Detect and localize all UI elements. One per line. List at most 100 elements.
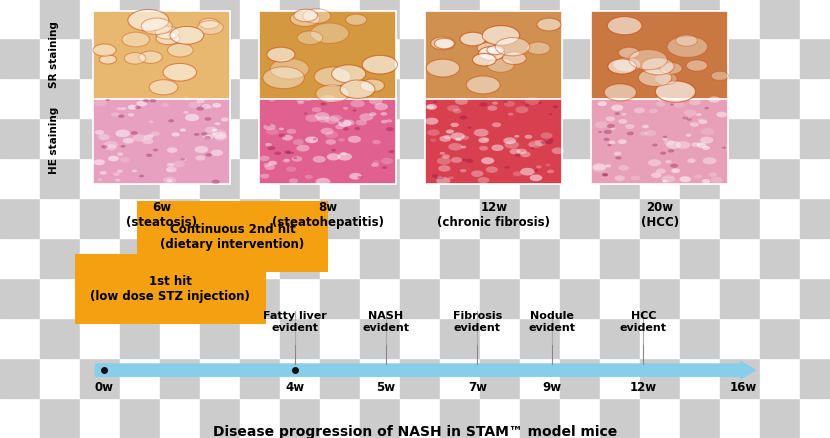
Bar — [80, 318, 120, 358]
Circle shape — [297, 101, 305, 104]
Circle shape — [540, 141, 548, 144]
Circle shape — [642, 58, 674, 75]
Bar — [200, 238, 240, 278]
Circle shape — [534, 169, 539, 172]
Circle shape — [122, 32, 149, 47]
Circle shape — [172, 132, 179, 137]
Bar — [160, 278, 200, 318]
Bar — [800, 318, 830, 358]
Bar — [160, 198, 200, 238]
Circle shape — [487, 46, 505, 55]
Bar — [520, 38, 560, 78]
Bar — [40, 278, 80, 318]
Bar — [640, 38, 680, 78]
Circle shape — [279, 127, 284, 130]
Circle shape — [701, 128, 715, 135]
Bar — [440, 278, 480, 318]
Bar — [680, 0, 720, 38]
Bar — [680, 398, 720, 438]
Bar — [720, 358, 760, 398]
Circle shape — [279, 134, 286, 138]
Circle shape — [474, 129, 489, 137]
Bar — [40, 398, 80, 438]
Circle shape — [602, 173, 608, 177]
Circle shape — [340, 80, 375, 99]
Circle shape — [645, 130, 657, 136]
Circle shape — [694, 174, 702, 179]
Circle shape — [520, 168, 535, 176]
Circle shape — [215, 122, 220, 125]
Bar — [520, 278, 560, 318]
Circle shape — [100, 171, 107, 175]
Bar — [640, 158, 680, 198]
Bar — [800, 78, 830, 118]
Circle shape — [631, 176, 640, 180]
Text: NASH
evident: NASH evident — [363, 311, 409, 332]
Bar — [800, 118, 830, 158]
Bar — [760, 278, 800, 318]
Circle shape — [131, 131, 138, 135]
Circle shape — [212, 129, 226, 137]
Text: Nodule
evident: Nodule evident — [529, 311, 575, 332]
Circle shape — [607, 124, 615, 128]
Bar — [800, 38, 830, 78]
Circle shape — [437, 157, 451, 165]
Circle shape — [289, 178, 298, 183]
Circle shape — [682, 117, 688, 120]
Bar — [560, 358, 600, 398]
Circle shape — [530, 147, 535, 149]
Circle shape — [696, 142, 703, 146]
Circle shape — [670, 103, 674, 106]
Circle shape — [516, 148, 527, 154]
Bar — [80, 278, 120, 318]
Bar — [240, 398, 280, 438]
Circle shape — [530, 174, 542, 181]
Bar — [720, 38, 760, 78]
Bar — [720, 398, 760, 438]
Circle shape — [316, 85, 349, 102]
Circle shape — [371, 163, 379, 167]
Circle shape — [448, 143, 462, 151]
Circle shape — [453, 109, 461, 113]
Circle shape — [492, 122, 501, 127]
Circle shape — [290, 152, 295, 154]
FancyArrow shape — [95, 361, 755, 379]
Bar — [480, 358, 520, 398]
Circle shape — [196, 106, 204, 111]
Bar — [40, 38, 80, 78]
Circle shape — [618, 119, 627, 124]
Circle shape — [139, 51, 162, 64]
Circle shape — [505, 141, 519, 148]
Bar — [160, 38, 200, 78]
Circle shape — [529, 141, 543, 148]
Circle shape — [294, 9, 318, 22]
Bar — [640, 278, 680, 318]
Circle shape — [305, 114, 320, 122]
Circle shape — [503, 138, 516, 144]
Circle shape — [260, 173, 269, 179]
Circle shape — [526, 42, 550, 54]
Circle shape — [313, 138, 317, 140]
Circle shape — [553, 106, 558, 108]
Bar — [480, 278, 520, 318]
Circle shape — [282, 135, 293, 141]
Circle shape — [263, 67, 305, 88]
Circle shape — [477, 42, 498, 53]
Circle shape — [124, 53, 146, 64]
Text: 12w: 12w — [630, 381, 657, 394]
Circle shape — [666, 141, 681, 149]
Bar — [80, 238, 120, 278]
Bar — [40, 358, 80, 398]
Bar — [560, 158, 600, 198]
Circle shape — [460, 32, 486, 46]
Circle shape — [325, 139, 336, 145]
Bar — [760, 0, 800, 38]
Circle shape — [183, 97, 190, 101]
Bar — [280, 158, 320, 198]
Circle shape — [608, 59, 637, 74]
Circle shape — [305, 99, 310, 101]
Bar — [560, 278, 600, 318]
Bar — [0, 158, 40, 198]
Circle shape — [325, 117, 339, 124]
Bar — [160, 398, 200, 438]
